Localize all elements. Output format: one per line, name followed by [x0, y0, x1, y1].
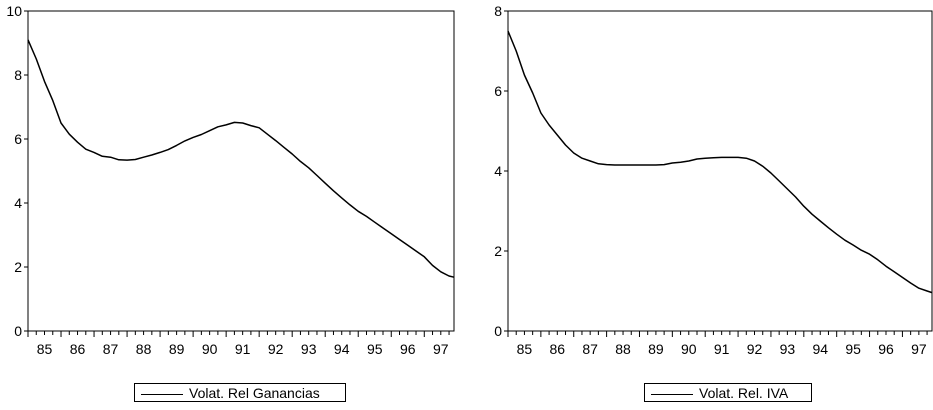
y-tick-label: 0	[14, 323, 22, 339]
x-tick-label: 94	[812, 341, 828, 357]
x-tick-label: 89	[169, 341, 185, 357]
x-tick-label: 90	[681, 341, 697, 357]
legend-ganancias: Volat. Rel Ganancias	[134, 383, 346, 402]
x-tick-label: 94	[334, 341, 350, 357]
y-tick-label: 4	[14, 195, 22, 211]
y-tick-label: 8	[14, 67, 22, 83]
legend-iva: Volat. Rel. IVA	[644, 383, 812, 402]
y-tick-label: 10	[6, 3, 22, 19]
x-tick-label: 86	[550, 341, 566, 357]
y-tick-label: 6	[14, 131, 22, 147]
x-tick-label: 86	[70, 341, 86, 357]
x-tick-label: 92	[268, 341, 284, 357]
x-tick-label: 96	[400, 341, 416, 357]
series-line	[507, 30, 933, 294]
x-tick-label: 91	[235, 341, 251, 357]
x-tick-label: 91	[714, 341, 730, 357]
y-tick-label: 2	[14, 259, 22, 275]
legend-swatch	[141, 393, 183, 395]
x-tick-label: 88	[615, 341, 631, 357]
x-tick-label: 97	[433, 341, 449, 357]
x-tick-label: 93	[780, 341, 796, 357]
plot-frame	[507, 10, 933, 332]
x-tick-label: 96	[878, 341, 894, 357]
x-tick-label: 85	[517, 341, 533, 357]
x-tick-label: 89	[648, 341, 664, 357]
x-tick-label: 85	[37, 341, 53, 357]
y-tick-label: 0	[494, 323, 502, 339]
y-tick-label: 8	[494, 3, 502, 19]
x-tick-label: 87	[582, 341, 598, 357]
legend-label: Volat. Rel Ganancias	[189, 385, 320, 401]
chart-iva: 0 2 4 6 8 85 86 87 88 89 90 91 92 93 94 95 96 97	[494, 3, 933, 357]
x-tick-label: 88	[136, 341, 152, 357]
y-tick-label: 6	[494, 83, 502, 99]
y-tick-label: 4	[494, 163, 502, 179]
x-tick-label: 95	[845, 341, 861, 357]
legend-swatch	[651, 393, 693, 395]
x-tick-label: 93	[301, 341, 317, 357]
plot-frame	[27, 10, 455, 332]
x-tick-label: 87	[103, 341, 119, 357]
x-tick-label: 92	[747, 341, 763, 357]
x-tick-label: 90	[202, 341, 218, 357]
chart-ganancias: 0 2 4 6 8 10 85 86 87 88 89 90 91 92 93 94 95 96 97	[6, 3, 455, 357]
series-line	[27, 39, 455, 278]
legend-label: Volat. Rel. IVA	[699, 385, 789, 401]
y-tick-label: 2	[494, 243, 502, 259]
x-tick-label: 97	[911, 341, 927, 357]
x-tick-label: 95	[367, 341, 383, 357]
